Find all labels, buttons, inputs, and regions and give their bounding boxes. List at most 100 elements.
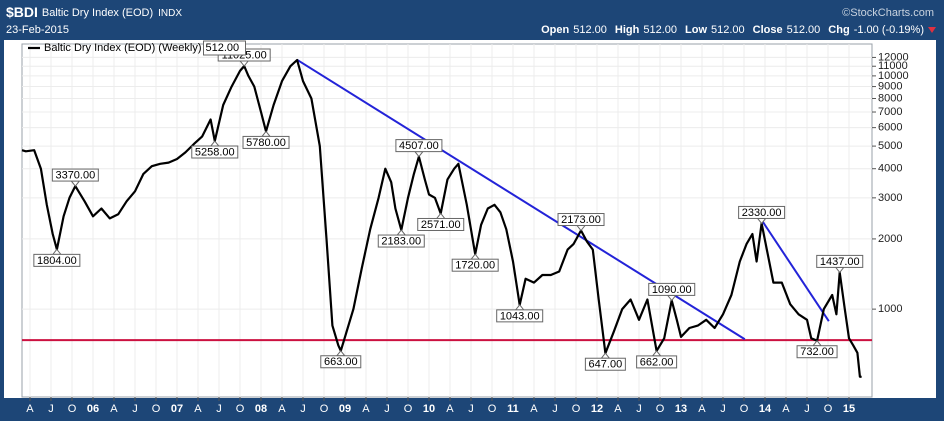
trendline bbox=[760, 219, 830, 322]
annotation-box bbox=[557, 213, 605, 227]
annotation-box bbox=[377, 234, 425, 248]
annotation-label: 5258.00 bbox=[195, 146, 235, 158]
legend-value: 512.00 bbox=[206, 42, 240, 54]
y-tick-label: 1000 bbox=[878, 303, 902, 315]
x-tick-label: O bbox=[656, 403, 665, 415]
x-tick-label: 13 bbox=[675, 403, 687, 415]
annotation-label: 1720.00 bbox=[455, 260, 495, 272]
y-tick-label: 8000 bbox=[878, 92, 902, 104]
quote-label: Close bbox=[753, 24, 783, 36]
x-tick-label: 11 bbox=[507, 403, 519, 415]
x-tick-label: O bbox=[320, 403, 329, 415]
price-line bbox=[21, 58, 862, 378]
annotation-label: 732.00 bbox=[800, 346, 834, 358]
annotation: 2330.00 bbox=[738, 205, 786, 225]
quote-value: 512.00 bbox=[711, 24, 745, 36]
legend-label: Baltic Dry Index (EOD) (Weekly) bbox=[44, 42, 202, 54]
x-tick-label: J bbox=[48, 403, 54, 415]
annotation-box bbox=[816, 254, 864, 268]
x-tick-label: 09 bbox=[339, 403, 351, 415]
annotation: 2571.00 bbox=[417, 212, 465, 231]
x-tick-label: A bbox=[782, 403, 790, 415]
quote-value: -1.00 (-0.19%) bbox=[854, 24, 924, 36]
annotation-box bbox=[636, 355, 678, 369]
y-tick-label: 12000 bbox=[878, 51, 909, 63]
legend-value-box bbox=[203, 40, 246, 56]
annotation: 2173.00 bbox=[557, 213, 605, 232]
index-name: Baltic Dry Index (EOD) bbox=[42, 7, 153, 19]
x-tick-label: J bbox=[636, 403, 642, 415]
annotation-box bbox=[796, 345, 838, 359]
annotation: 4507.00 bbox=[395, 139, 443, 158]
x-tick-label: A bbox=[26, 403, 34, 415]
x-tick-label: J bbox=[384, 403, 390, 415]
annotation-label: 2173.00 bbox=[561, 214, 601, 226]
x-tick-label: 14 bbox=[759, 403, 772, 415]
x-tick-label: A bbox=[362, 403, 370, 415]
x-tick-label: O bbox=[236, 403, 245, 415]
annotation-box bbox=[191, 145, 239, 159]
y-tick-label: 9000 bbox=[878, 80, 902, 92]
x-tick-label: O bbox=[68, 403, 77, 415]
annotation: 1090.00 bbox=[648, 282, 696, 302]
annotation-box bbox=[451, 258, 499, 272]
annotation-label: 1043.00 bbox=[500, 310, 540, 322]
annotation: 5258.00 bbox=[191, 140, 239, 159]
x-tick-label: 07 bbox=[171, 403, 183, 415]
x-tick-label: 06 bbox=[87, 403, 99, 415]
date: 23-Feb-2015 bbox=[6, 24, 69, 36]
y-tick-label: 5000 bbox=[878, 140, 902, 152]
annotation: 647.00 bbox=[584, 352, 626, 371]
x-tick-label: O bbox=[152, 403, 161, 415]
annotation-label: 2571.00 bbox=[421, 219, 461, 231]
annotation-label: 647.00 bbox=[589, 359, 623, 371]
x-tick-label: O bbox=[824, 403, 833, 415]
annotation-label: 1090.00 bbox=[652, 284, 692, 296]
annotation-label: 2330.00 bbox=[742, 207, 782, 219]
annotation-label: 662.00 bbox=[640, 356, 674, 368]
annotation-box bbox=[33, 253, 81, 267]
x-tick-label: J bbox=[552, 403, 558, 415]
annotation: 5780.00 bbox=[242, 130, 290, 149]
x-tick-label: A bbox=[110, 403, 118, 415]
x-tick-label: J bbox=[300, 403, 306, 415]
quote-value: 512.00 bbox=[573, 24, 607, 36]
annotation: 1437.00 bbox=[816, 254, 864, 274]
annotation-box bbox=[584, 357, 626, 371]
annotation: 3370.00 bbox=[51, 168, 99, 187]
source: ©StockCharts.com bbox=[842, 7, 934, 19]
x-tick-label: A bbox=[194, 403, 202, 415]
y-tick-label: 4000 bbox=[878, 163, 902, 175]
x-tick-label: A bbox=[530, 403, 538, 415]
y-tick-label: 11000 bbox=[878, 60, 908, 72]
annotation-label: 3370.00 bbox=[55, 169, 95, 181]
annotation: 732.00 bbox=[796, 339, 838, 359]
symbol: $BDI bbox=[6, 4, 38, 20]
x-tick-label: 10 bbox=[423, 403, 435, 415]
annotation-box bbox=[496, 309, 544, 323]
plot-area bbox=[21, 43, 873, 398]
annotation-box bbox=[51, 168, 99, 182]
annotation-box bbox=[417, 217, 465, 231]
annotation-box bbox=[242, 135, 290, 149]
x-tick-label: J bbox=[216, 403, 222, 415]
quote-label: High bbox=[615, 24, 640, 36]
annotation: 1720.00 bbox=[451, 253, 499, 272]
x-tick-label: A bbox=[278, 403, 286, 415]
exchange: INDX bbox=[158, 8, 182, 19]
annotation: 663.00 bbox=[320, 349, 362, 369]
annotation-label: 2183.00 bbox=[381, 235, 421, 247]
y-tick-label: 7000 bbox=[878, 106, 902, 118]
y-tick-label: 6000 bbox=[878, 122, 902, 134]
x-tick-label: A bbox=[698, 403, 706, 415]
x-tick-label: O bbox=[572, 403, 581, 415]
annotation-box bbox=[320, 355, 362, 369]
annotation-label: 663.00 bbox=[324, 356, 358, 368]
x-tick-label: J bbox=[468, 403, 474, 415]
x-tick-label: 12 bbox=[591, 403, 603, 415]
quote-value: 512.00 bbox=[643, 24, 677, 36]
y-tick-label: 3000 bbox=[878, 192, 902, 204]
annotation: 662.00 bbox=[636, 350, 678, 369]
quote-value: 512.00 bbox=[787, 24, 821, 36]
